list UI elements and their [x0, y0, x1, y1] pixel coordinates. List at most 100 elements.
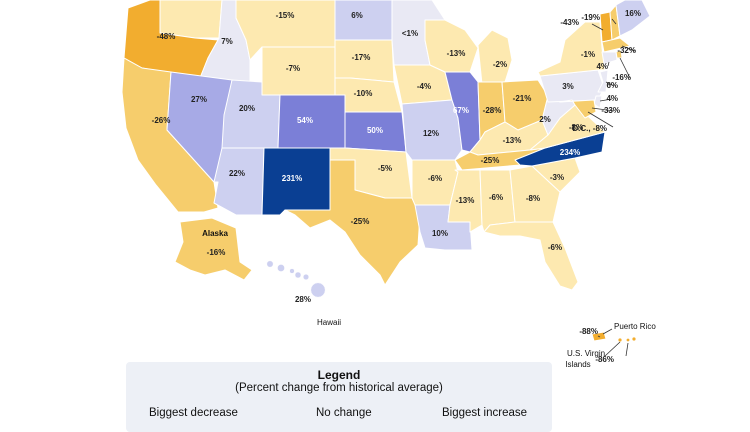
state-value-label-ut: 20% — [239, 104, 255, 113]
state-value-label-id: 7% — [221, 37, 233, 46]
leader-line-vi — [625, 342, 629, 357]
leader-line-ct — [607, 61, 610, 67]
hawaii-name-label: Hawaii — [317, 318, 341, 327]
legend-mid-label: No change — [316, 407, 372, 419]
leader-line-ma — [621, 45, 636, 52]
state-shape-ak — [174, 217, 253, 281]
state-value-label-sc: -3% — [550, 173, 564, 182]
leader-line-pr-name — [602, 328, 613, 335]
leader-line-de — [599, 98, 613, 102]
state-value-label-pr: -88% — [579, 327, 598, 336]
map-canvas: -48% -26% 7% 27% -15% -7% 20% 22% 54% 231% 6% -17% -… — [121, 0, 656, 369]
state-value-label-ct: 4% — [596, 62, 608, 71]
state-value-label-sd: -17% — [352, 53, 371, 62]
state-value-label-ks: 50% — [367, 126, 383, 135]
state-shape-nj — [597, 69, 609, 93]
state-value-label-nm: 231% — [282, 174, 302, 183]
state-value-label-co: 54% — [297, 116, 313, 125]
state-value-label-ga: -8% — [526, 194, 540, 203]
state-value-label-md: -33% — [601, 106, 620, 115]
state-value-label-va: -8% — [569, 123, 583, 132]
state-value-label-mo: 12% — [423, 129, 439, 138]
state-shape-ny — [537, 21, 606, 77]
state-value-label-dc: D.C., -8% — [572, 124, 607, 133]
state-shape-tx — [284, 159, 421, 286]
state-shape-hi-island — [294, 271, 302, 279]
state-value-label-ak: -16% — [207, 248, 226, 257]
state-value-label-de: 4% — [606, 94, 618, 103]
state-value-label-vt: -43% — [560, 18, 579, 27]
state-shape-hi-island — [266, 260, 274, 268]
state-value-label-ne: -10% — [354, 89, 373, 98]
legend-high-label: Biggest increase — [442, 407, 528, 419]
leader-line-pr — [597, 335, 601, 338]
state-shape-fl — [483, 221, 579, 291]
state-value-label-tn: -25% — [481, 156, 500, 165]
legend-panel: Legend (Percent change from historical a… — [126, 362, 552, 432]
leader-line-vt — [591, 23, 604, 31]
us-choropleth-map: -48% -26% 7% 27% -15% -7% 20% 22% 54% 231% 6% -17% -… — [121, 0, 656, 369]
state-value-label-al: -6% — [489, 193, 503, 202]
state-value-label-ny: -1% — [581, 50, 595, 59]
state-value-label-vi: -86% — [595, 355, 614, 364]
leader-line-md — [591, 107, 615, 112]
state-value-label-ri: -16% — [612, 73, 631, 82]
state-value-label-oh: -21% — [513, 94, 532, 103]
territory-shape-vi — [626, 338, 630, 342]
state-value-label-hi: 28% — [295, 295, 311, 304]
state-shape-hi-island — [302, 273, 310, 281]
state-value-label-ms: -13% — [456, 196, 475, 205]
state-value-label-nj: 6% — [606, 81, 618, 90]
state-shape-hi-island — [289, 268, 295, 274]
territory-name-labels: Alaska Hawaii Puerto Rico U.S. Virgin Island… — [202, 229, 656, 369]
puerto-rico-name-label: Puerto Rico — [614, 322, 656, 331]
state-value-labels: -48% -26% 7% 27% -15% -7% 20% 22% 54% 231% 6% -17% -… — [152, 9, 641, 364]
leader-line-nh — [611, 18, 617, 25]
state-value-label-or: -48% — [157, 32, 176, 41]
state-shape-nd — [334, 0, 393, 41]
state-value-label-me: 16% — [625, 9, 641, 18]
legend-title: Legend — [317, 368, 361, 382]
state-value-label-az: 22% — [229, 169, 245, 178]
state-shape-ct — [601, 51, 618, 65]
leader-line-ri — [619, 57, 631, 79]
state-shape-mi — [477, 29, 513, 85]
virgin-islands-name-label: U.S. Virgin Islands — [565, 349, 605, 369]
state-value-label-ar: -6% — [428, 174, 442, 183]
state-value-label-la: 10% — [432, 229, 448, 238]
state-value-label-pa: 3% — [562, 82, 574, 91]
state-value-label-mi: -2% — [493, 60, 507, 69]
state-shape-md — [559, 99, 597, 119]
state-value-label-wy: -7% — [286, 64, 300, 73]
state-value-label-ma: -32% — [617, 46, 636, 55]
state-shape-hi-island — [310, 282, 326, 298]
alaska-name-label: Alaska — [202, 229, 228, 238]
state-value-label-wv: 2% — [539, 115, 551, 124]
legend-subtitle: (Percent change from historical average) — [235, 382, 443, 394]
state-value-label-ia: -4% — [417, 82, 431, 91]
legend-low-label: Biggest decrease — [149, 407, 238, 419]
state-value-label-nv: 27% — [191, 95, 207, 104]
territory-shape-vi — [618, 338, 622, 342]
state-value-label-fl: -6% — [548, 243, 562, 252]
state-shapes — [121, 0, 651, 342]
state-value-label-nc: 234% — [560, 148, 580, 157]
state-value-label-ok: -5% — [378, 164, 392, 173]
state-value-label-il: 67% — [453, 106, 469, 115]
state-value-label-mt: -15% — [276, 11, 295, 20]
territory-shape-vi — [632, 337, 636, 341]
state-value-label-nd: 6% — [351, 11, 363, 20]
state-shape-hi-island — [277, 264, 285, 272]
leader-lines — [587, 18, 636, 357]
state-value-label-nh: -19% — [581, 13, 600, 22]
state-value-label-ky: -13% — [503, 136, 522, 145]
state-value-label-ca: -26% — [152, 116, 171, 125]
state-value-label-tx: -25% — [351, 217, 370, 226]
state-value-label-mn: <1% — [402, 29, 418, 38]
leader-line-vi-name — [604, 341, 621, 357]
state-shape-ga — [509, 165, 561, 223]
state-shape-ma — [601, 37, 631, 53]
state-shape-wi — [424, 19, 479, 73]
state-value-label-in: -28% — [483, 106, 502, 115]
state-value-label-wi: -13% — [447, 49, 466, 58]
